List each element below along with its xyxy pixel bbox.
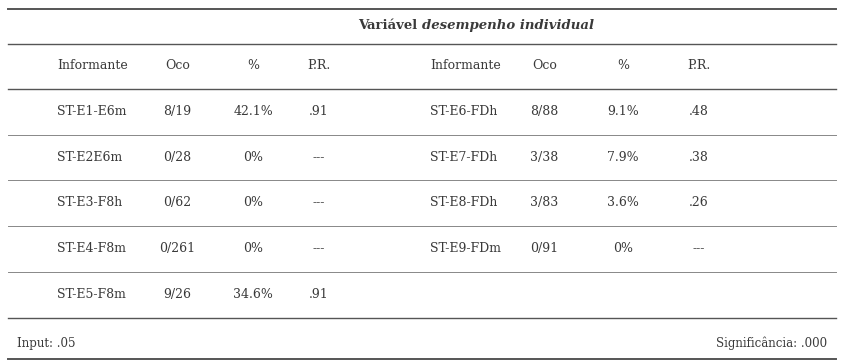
- Text: ST-E8-FDh: ST-E8-FDh: [430, 196, 498, 209]
- Text: .38: .38: [689, 151, 709, 164]
- Text: Oco: Oco: [532, 59, 557, 72]
- Text: .26: .26: [689, 196, 709, 209]
- Text: .91: .91: [309, 105, 329, 118]
- Text: ST-E6-FDh: ST-E6-FDh: [430, 105, 498, 118]
- Text: ST-E1-E6m: ST-E1-E6m: [57, 105, 127, 118]
- Text: ST-E9-FDm: ST-E9-FDm: [430, 242, 501, 255]
- Text: Significância: .000: Significância: .000: [716, 336, 827, 350]
- Text: P.R.: P.R.: [687, 59, 711, 72]
- Text: .91: .91: [309, 288, 329, 301]
- Text: desempenho individual: desempenho individual: [422, 19, 594, 32]
- Text: 9/26: 9/26: [163, 288, 192, 301]
- Text: Input: .05: Input: .05: [17, 337, 75, 350]
- Text: 0%: 0%: [613, 242, 633, 255]
- Text: Informante: Informante: [57, 59, 128, 72]
- Text: 0/91: 0/91: [530, 242, 559, 255]
- Text: 3/83: 3/83: [530, 196, 559, 209]
- Text: P.R.: P.R.: [307, 59, 331, 72]
- Text: Variável: Variável: [358, 19, 422, 32]
- Text: 3.6%: 3.6%: [607, 196, 639, 209]
- Text: 0/261: 0/261: [160, 242, 195, 255]
- Text: ST-E4-F8m: ST-E4-F8m: [57, 242, 127, 255]
- Text: ---: ---: [313, 151, 325, 164]
- Text: %: %: [617, 59, 629, 72]
- Text: 9.1%: 9.1%: [607, 105, 639, 118]
- Text: 0/62: 0/62: [163, 196, 192, 209]
- Text: ST-E2E6m: ST-E2E6m: [57, 151, 122, 164]
- Text: Oco: Oco: [165, 59, 190, 72]
- Text: 42.1%: 42.1%: [233, 105, 273, 118]
- Text: ---: ---: [693, 242, 705, 255]
- Text: 7.9%: 7.9%: [607, 151, 639, 164]
- Text: ST-E5-F8m: ST-E5-F8m: [57, 288, 127, 301]
- Text: 0%: 0%: [243, 151, 263, 164]
- Text: .48: .48: [689, 105, 709, 118]
- Text: ---: ---: [313, 242, 325, 255]
- Text: ST-E7-FDh: ST-E7-FDh: [430, 151, 498, 164]
- Text: 0%: 0%: [243, 242, 263, 255]
- Text: %: %: [247, 59, 259, 72]
- Text: 3/38: 3/38: [530, 151, 559, 164]
- Text: 34.6%: 34.6%: [233, 288, 273, 301]
- Text: Informante: Informante: [430, 59, 501, 72]
- Text: 8/88: 8/88: [530, 105, 559, 118]
- Text: 0%: 0%: [243, 196, 263, 209]
- Text: 0/28: 0/28: [163, 151, 192, 164]
- Text: ST-E3-F8h: ST-E3-F8h: [57, 196, 122, 209]
- Text: 8/19: 8/19: [163, 105, 192, 118]
- Text: ---: ---: [313, 196, 325, 209]
